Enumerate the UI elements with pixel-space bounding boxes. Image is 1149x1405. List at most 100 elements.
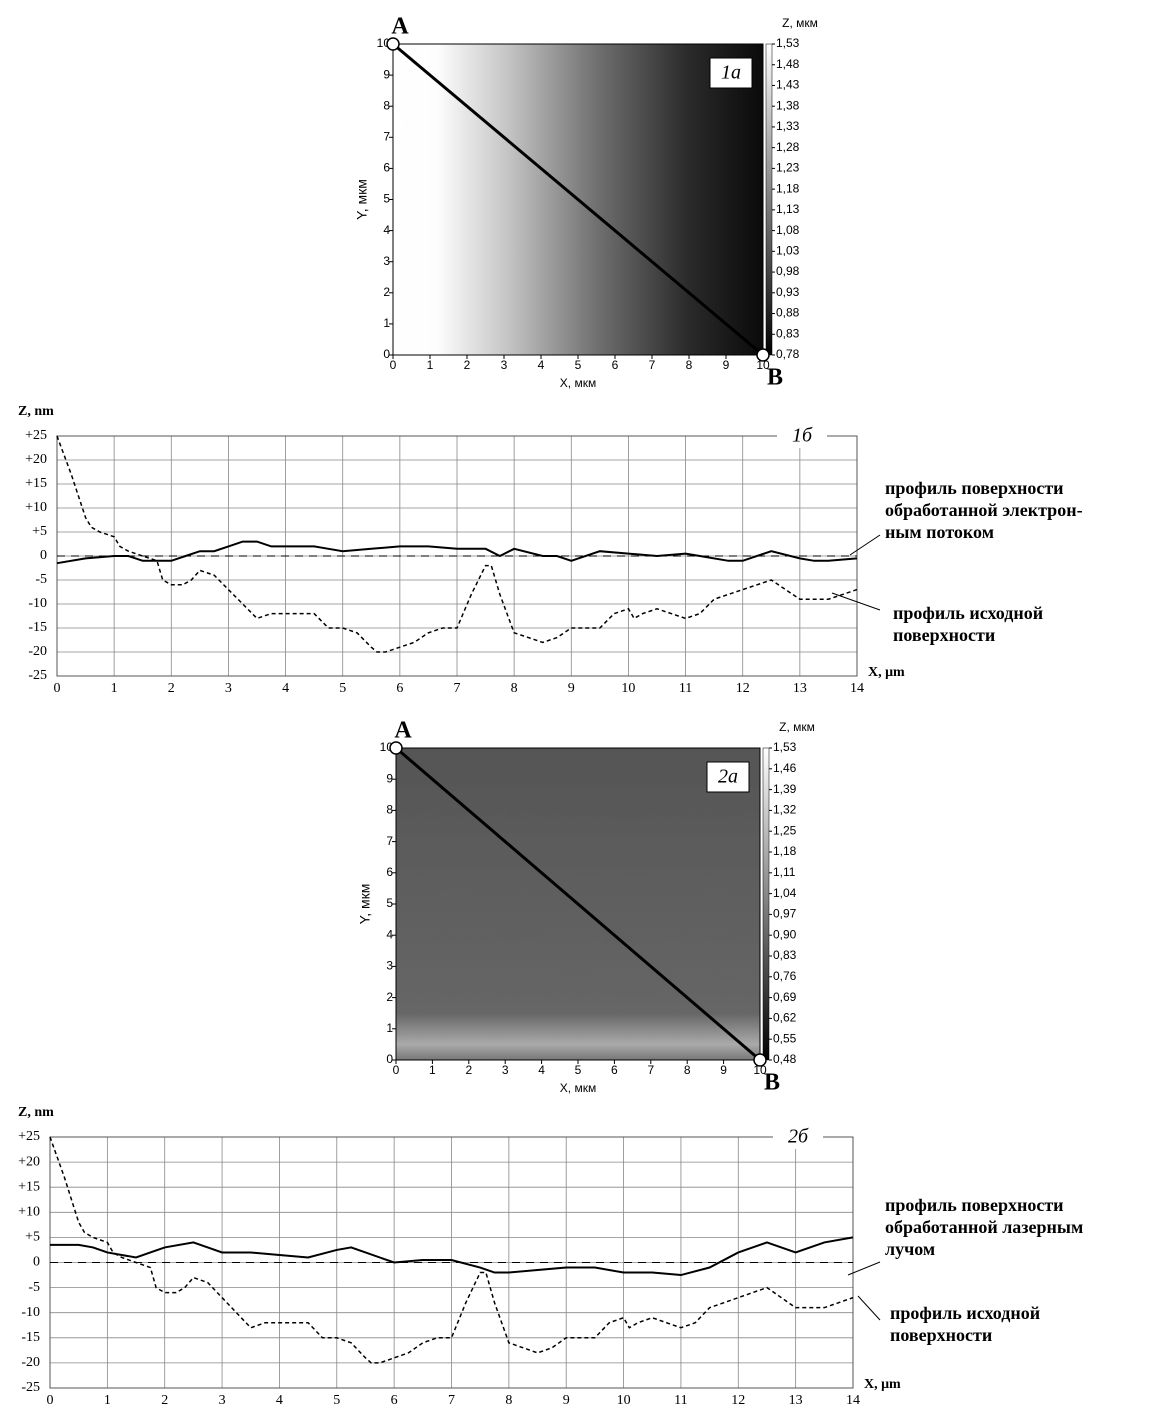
colorbar-tick-label: 1,04 [773,886,797,900]
y-tick-label: +15 [18,1179,40,1194]
x-tick-label: 4 [538,1063,545,1077]
y-tick-label: -10 [21,1305,40,1320]
x-tick-label: 1 [104,1393,111,1405]
x-tick-label: 3 [225,681,232,696]
colorbar-tick-label: 0,48 [773,1052,797,1066]
x-tick-label: 2 [161,1393,168,1405]
x-tick-label: 4 [538,358,545,372]
y-tick-label: +20 [25,452,47,467]
colorbar-tick-label: 1,39 [773,782,797,796]
x-tick-label: 3 [219,1393,226,1405]
x-tick-label: 6 [391,1393,398,1405]
x-tick-label: 0 [47,1393,54,1405]
colorbar-tick-label: 1,13 [776,202,800,216]
y-tick-label: +20 [18,1154,40,1169]
curve-annotation: обработанной электрон- [885,500,1083,520]
profile-end [753,1053,767,1067]
x-tick-label: 9 [720,1063,727,1077]
x-tick-label: 7 [647,1063,654,1077]
colorbar-tick-label: 1,28 [776,140,800,154]
y-tick-label: 9 [386,771,393,785]
x-tick-label: 9 [563,1393,570,1405]
y-tick-label: 7 [386,834,393,848]
y-tick-label: 5 [386,896,393,910]
x-tick-label: 9 [723,358,730,372]
panel-label-bg [773,1127,823,1149]
colorbar-tick-label: 0,69 [773,990,797,1004]
x-tick-label: 8 [511,681,518,696]
start-label: A [394,718,412,744]
x-tick-label: 2 [465,1063,472,1077]
y-tick-label: 8 [383,98,390,112]
y-tick-label: +5 [32,524,47,539]
x-tick-label: 6 [396,681,403,696]
x-axis-label: X, мкм [560,1081,596,1095]
x-tick-label: 5 [575,1063,582,1077]
x-tick-label: 10 [617,1393,631,1405]
colorbar-tick-label: 1,03 [776,244,800,258]
y-tick-label: 3 [383,254,390,268]
x-tick-label: 14 [846,1393,860,1405]
y-tick-label: +10 [18,1205,40,1220]
y-tick-label: 1 [386,1021,393,1035]
x-tick-label: 3 [502,1063,509,1077]
y-tick-label: -5 [28,1280,40,1295]
y-tick-label: 4 [383,223,390,237]
y-tick-label: 0 [386,1052,393,1066]
profile-end [756,348,770,362]
colorbar-tick-label: 0,83 [773,948,797,962]
colorbar-tick-label: 1,18 [773,844,797,858]
y-tick-label: -5 [35,572,47,587]
profile-curve [56,435,858,653]
colorbar-tick-label: 0,83 [776,326,800,340]
x-tick-label: 11 [679,681,692,696]
colorbar-tick-label: 1,25 [773,823,797,837]
y-tick-label: 5 [383,192,390,206]
x-tick-label: 7 [454,681,461,696]
x-tick-label: 8 [684,1063,691,1077]
x-axis-label: X, μm [864,1377,901,1392]
curve-annotation: профиль исходной [893,603,1043,623]
x-tick-label: 1 [427,358,434,372]
y-axis-label: Y, мкм [354,179,370,220]
x-tick-label: 0 [390,358,397,372]
x-tick-label: 9 [568,681,575,696]
y-tick-label: 1 [383,316,390,330]
x-tick-label: 6 [611,1063,618,1077]
x-tick-label: 2 [464,358,471,372]
colorbar-tick-label: 1,11 [773,865,796,879]
y-axis-label: Z, nm [18,404,54,419]
y-tick-label: 2 [383,285,390,299]
colorbar-tick-label: 1,43 [776,78,800,92]
y-tick-label: 0 [383,347,390,361]
end-label: B [767,365,783,391]
x-tick-label: 13 [793,681,807,696]
y-tick-label: +15 [25,476,47,491]
y-tick-label: 0 [33,1255,40,1270]
x-tick-label: 10 [621,681,635,696]
y-tick-label: +25 [25,428,47,443]
curve-annotation: профиль поверхности [885,478,1064,498]
curve-annotation: профиль исходной [890,1303,1040,1323]
x-tick-label: 3 [501,358,508,372]
y-tick-label: 4 [386,927,393,941]
profile-line [395,746,761,1062]
colorbar-title: Z, мкм [779,720,815,734]
colorbar-tick-label: 0,93 [776,285,800,299]
profile-curve [56,540,858,565]
annotation-pointer [831,592,881,611]
x-tick-label: 7 [649,358,656,372]
x-axis-label: X, μm [868,665,905,680]
curve-annotation: ным потоком [885,522,994,542]
colorbar-tick-label: 1,53 [776,36,800,50]
y-tick-label: +5 [25,1230,40,1245]
x-axis-label: X, мкм [560,376,596,390]
y-tick-label: 6 [386,865,393,879]
profile-start [386,37,400,51]
start-label: A [391,14,409,40]
colorbar-tick-label: 1,53 [773,740,797,754]
y-tick-label: -15 [28,620,47,635]
colorbar-tick-label: 0,90 [773,927,797,941]
y-tick-label: 6 [383,161,390,175]
